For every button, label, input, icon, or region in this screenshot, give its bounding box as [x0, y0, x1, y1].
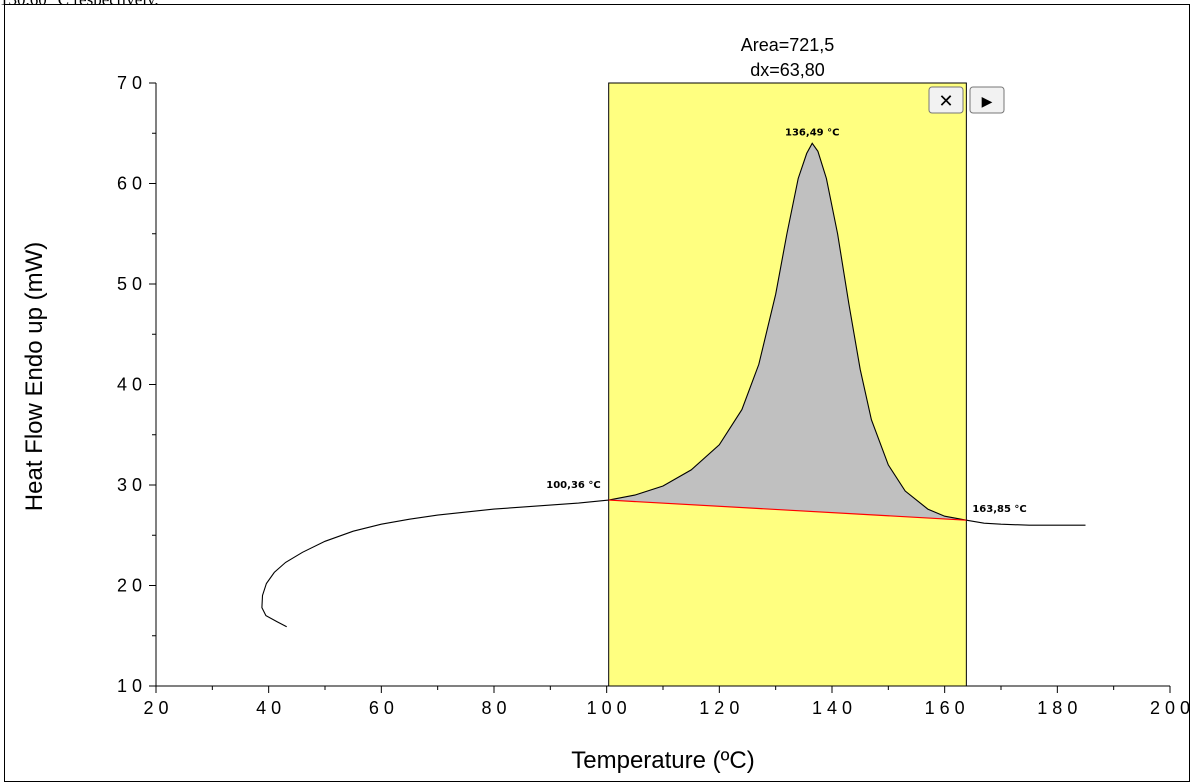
x-tick-label: 1 4 0 — [812, 698, 852, 718]
temperature-annotation: 163,85 °C — [972, 504, 1026, 515]
close-icon: ✕ — [938, 91, 953, 112]
axis-ticks: 2 0 4 0 6 0 8 0 1 0 0 1 2 0 1 4 0 1 6 0 1 8 0 2 0… — [117, 73, 1190, 718]
x-tick-label: 4 0 — [256, 698, 281, 718]
peak-area-fill — [608, 143, 967, 521]
y-tick-label: 7 0 — [117, 73, 142, 93]
x-tick-label: 6 0 — [369, 698, 394, 718]
dx-label: dx=63,80 — [750, 60, 825, 80]
y-tick-label: 4 0 — [117, 375, 142, 395]
temperature-annotation: 136,49 °C — [785, 127, 839, 138]
temperature-annotation: 100,36 °C — [546, 480, 600, 491]
x-tick-label: 2 0 0 — [1150, 698, 1190, 718]
heat-flow-curve — [261, 142, 1086, 628]
chart-frame — [4, 4, 1190, 782]
next-button[interactable]: ▶ — [969, 86, 1005, 114]
x-axis-label: Temperature (ºC) — [571, 747, 754, 774]
integration-baseline — [608, 499, 967, 521]
y-tick-label: 1 0 — [117, 676, 142, 696]
peak-annotations: 136,49 °C 100,36 °C 163,85 °C — [546, 127, 1027, 515]
area-label: Area=721,5 — [741, 35, 835, 55]
y-tick-label: 6 0 — [117, 174, 142, 194]
x-tick-label: 1 6 0 — [925, 698, 965, 718]
y-tick-label: 5 0 — [117, 274, 142, 294]
x-tick-label: 1 2 0 — [699, 698, 739, 718]
x-tick-label: 1 0 0 — [587, 698, 627, 718]
x-tick-label: 2 0 — [143, 698, 168, 718]
y-tick-label: 3 0 — [117, 475, 142, 495]
close-button[interactable]: ✕ — [928, 86, 964, 114]
play-icon: ▶ — [982, 94, 993, 110]
x-tick-label: 1 8 0 — [1037, 698, 1077, 718]
x-tick-label: 8 0 — [481, 698, 506, 718]
y-tick-label: 2 0 — [117, 576, 142, 596]
y-axis-label: Heat Flow Endo up (mW) — [21, 242, 48, 511]
